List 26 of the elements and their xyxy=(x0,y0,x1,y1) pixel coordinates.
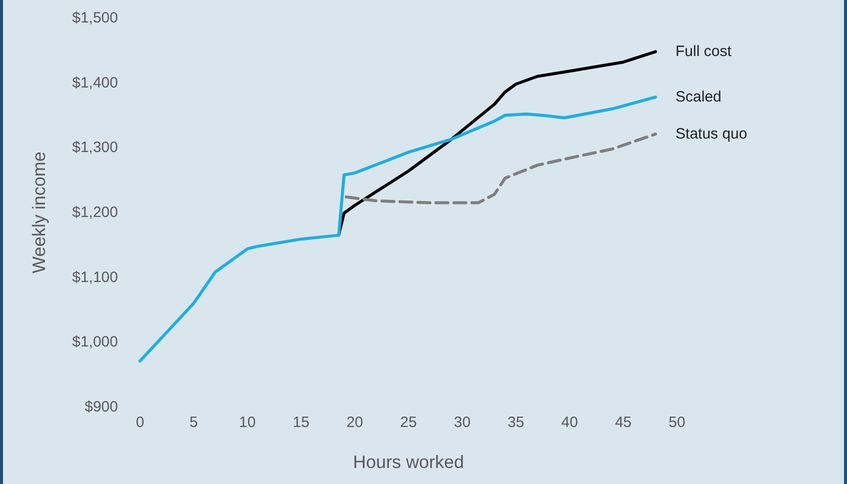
x-axis-title: Hours worked xyxy=(352,452,464,472)
series-label: Status quo xyxy=(676,126,748,143)
x-tick-label: 45 xyxy=(614,414,632,431)
x-tick-label: 25 xyxy=(400,414,417,431)
x-tick-label: 35 xyxy=(508,414,524,431)
x-tick-label: 5 xyxy=(190,414,198,431)
y-tick-label: $1,000 xyxy=(72,334,118,351)
series-label: Scaled xyxy=(676,88,722,106)
x-tick-label: 30 xyxy=(454,414,471,431)
series-label: Full cost xyxy=(676,43,732,60)
y-tick-label: $1,300 xyxy=(72,139,118,156)
y-axis-title: Weekly income xyxy=(29,152,49,274)
x-tick-label: 15 xyxy=(292,414,310,431)
y-tick-label: $1,200 xyxy=(72,204,118,221)
x-tick-label: 40 xyxy=(561,414,578,431)
line-series xyxy=(138,96,658,362)
line-series xyxy=(337,50,658,237)
line-series xyxy=(344,132,658,204)
y-tick-label: $900 xyxy=(84,398,118,416)
y-tick-label: $1,100 xyxy=(72,268,118,286)
x-tick-label: 50 xyxy=(668,414,686,431)
y-tick-label: $1,500 xyxy=(72,10,118,26)
x-tick-label: 0 xyxy=(136,414,144,431)
x-tick-label: 20 xyxy=(346,414,364,431)
x-tick-label: 10 xyxy=(239,414,256,431)
y-tick-label: $1,400 xyxy=(72,74,118,92)
